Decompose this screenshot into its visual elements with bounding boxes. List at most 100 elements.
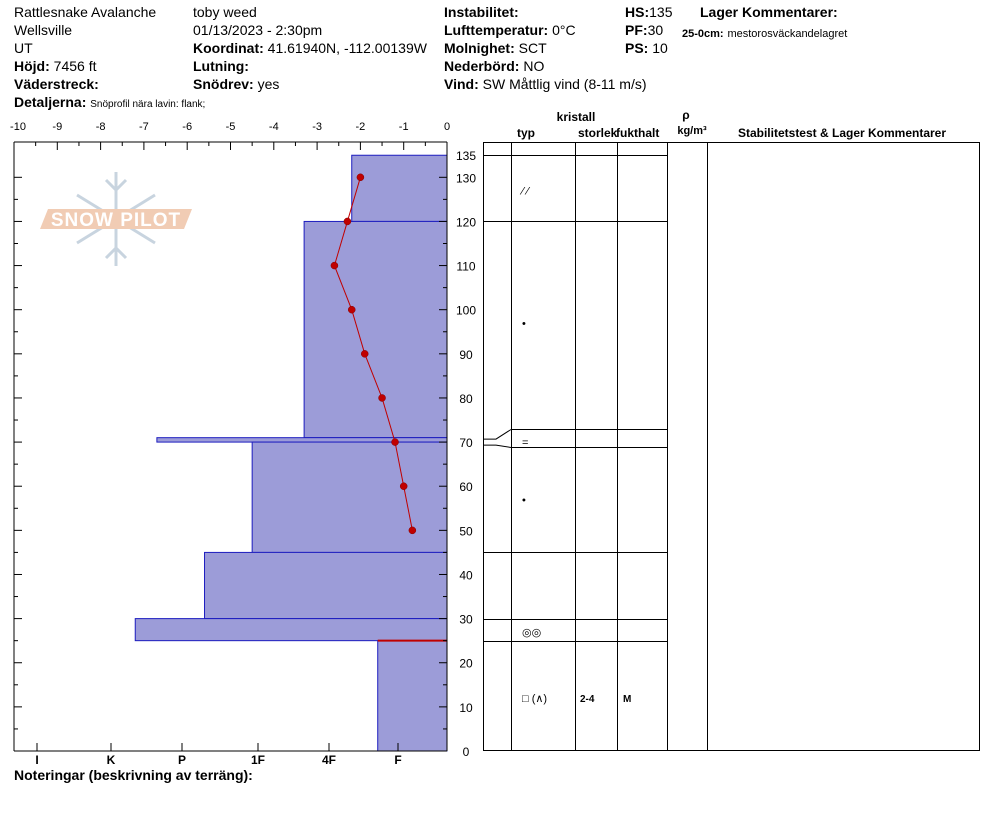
temperature-point <box>408 526 417 535</box>
temperature-tick-label: -10 <box>10 121 26 133</box>
airtemp-value: 0°C <box>552 22 576 38</box>
temperature-tick-label: -3 <box>312 121 322 133</box>
height-tick-label: 70 <box>459 436 473 450</box>
col-crystal: kristall <box>557 110 596 124</box>
hardness-tick-label: 4F <box>322 753 336 767</box>
precip-value: NO <box>523 58 545 74</box>
snowdrift: Snödrev: yes <box>193 76 279 92</box>
layer-connector-line <box>483 444 512 448</box>
col-rho: ρ <box>682 108 689 122</box>
height-tick-label: 120 <box>456 215 476 229</box>
temperature-tick-label: 0 <box>444 121 450 133</box>
height-tick-label: 135 <box>456 149 476 163</box>
layer-comment-text: mestorosväckandelagret <box>727 28 848 40</box>
height-tick-label: 90 <box>459 348 473 362</box>
temperature-tick-label: -7 <box>139 121 149 133</box>
wind: Vind: SW Måttlig vind (8-11 m/s) <box>444 76 647 92</box>
snowdrift-value: yes <box>257 76 280 92</box>
temperature-tick-label: -5 <box>226 121 236 133</box>
airtemp-label: Lufttemperatur: <box>444 22 549 38</box>
layer-table <box>483 142 980 751</box>
cloud-value: SCT <box>518 40 547 56</box>
hardness-layer-bar <box>351 154 448 222</box>
temperature-point <box>399 482 408 490</box>
temperature-tick-label: -2 <box>356 121 366 133</box>
instability-label: Instabilitet: <box>444 4 519 20</box>
hardness-tick-label: P <box>178 753 186 767</box>
height-tick-label: 10 <box>459 701 473 715</box>
crystal-type-symbol: • <box>522 494 526 506</box>
height-tick-label: 110 <box>456 260 475 274</box>
height-tick-label: 30 <box>459 613 473 627</box>
pf-value: 30 <box>647 22 664 38</box>
layer-connector-line <box>483 429 512 440</box>
observer-name: toby weed <box>193 4 257 20</box>
aspect: Väderstreck: <box>14 76 99 92</box>
instability: Instabilitet: <box>444 4 519 20</box>
pf-label: PF: <box>625 22 648 38</box>
crystal-type-symbol: □ (∧) <box>522 693 547 705</box>
pf: PF:30 <box>625 22 663 38</box>
hs-label: HS: <box>625 4 650 20</box>
crystal-type-symbol: • <box>522 318 526 330</box>
notes-label: Noteringar (beskrivning av terräng): <box>14 767 253 783</box>
state-name: UT <box>14 40 33 56</box>
crystal-type-symbol: = <box>522 437 528 449</box>
temperature-point <box>330 261 339 270</box>
coord-label: Koordinat: <box>193 40 264 56</box>
hs: HS:135 <box>625 4 672 20</box>
height-tick-label: 60 <box>459 480 473 494</box>
temperature-point <box>347 305 356 314</box>
temperature-tick-label: -1 <box>399 121 409 133</box>
height-tick-label: 100 <box>456 304 476 318</box>
temperature-point <box>356 173 365 182</box>
ps-label: PS: <box>625 40 649 56</box>
temperature-point <box>360 350 369 358</box>
temperature-point <box>343 217 352 226</box>
elevation-value: 7456 ft <box>53 58 97 74</box>
layer-comments-title: Lager Kommentarer: <box>700 4 838 20</box>
temperature-point <box>391 438 399 446</box>
cloud-label: Molnighet: <box>444 40 515 56</box>
crystal-type-symbol: ◎◎ <box>522 627 541 639</box>
temperature-tick-label: -9 <box>52 121 62 133</box>
temperature-tick-label: -6 <box>182 121 192 133</box>
hardness-layer-bar <box>134 618 448 642</box>
elevation: Höjd: 7456 ft <box>14 58 96 74</box>
area-name: Wellsville <box>14 22 73 38</box>
aspect-label: Väderstreck: <box>14 76 99 92</box>
snowdrift-label: Snödrev: <box>193 76 254 92</box>
ps-value: 10 <box>652 40 668 56</box>
coordinates: Koordinat: 41.61940N, -112.00139W <box>193 40 427 56</box>
hardness-layer-bar <box>156 437 448 443</box>
snowpilot-logo: SNOW PILOT <box>40 172 192 266</box>
hardness-layer-bar <box>377 640 448 752</box>
hardness-tick-label: K <box>107 753 116 767</box>
coord-value: 41.61940N, -112.00139W <box>267 40 427 56</box>
precip-label: Nederbörd: <box>444 58 520 74</box>
temperature-tick-label: -4 <box>269 121 279 133</box>
crystal-size-value: 2-4 <box>580 694 595 705</box>
slope: Lutning: <box>193 58 249 74</box>
col-density-unit: kg/m³ <box>677 125 707 137</box>
hardness-layer-bar <box>303 220 448 439</box>
height-tick-label: 20 <box>459 657 473 671</box>
wind-label: Vind: <box>444 76 479 92</box>
air-temperature: Lufttemperatur: 0°C <box>444 22 576 38</box>
details: Detaljerna: Snöprofil nära lavin: flank; <box>14 94 205 113</box>
details-value: Snöprofil nära lavin: flank; <box>90 99 206 110</box>
moisture-value: M <box>623 694 631 705</box>
col-moisture: fukthalt <box>616 126 659 140</box>
layer-comment: 25-0cm: mestorosväckandelagret <box>682 24 847 42</box>
slope-label: Lutning: <box>193 58 249 74</box>
height-tick-label: 40 <box>459 568 473 582</box>
precipitation: Nederbörd: NO <box>444 58 544 74</box>
height-tick-label: 130 <box>456 171 476 185</box>
col-size: storlek <box>578 126 618 140</box>
height-tick-label: 50 <box>459 524 473 538</box>
col-type: typ <box>517 126 535 140</box>
table-frame <box>483 142 980 751</box>
height-tick-label: 0 <box>463 745 470 759</box>
hardness-layer-bar <box>204 551 448 620</box>
